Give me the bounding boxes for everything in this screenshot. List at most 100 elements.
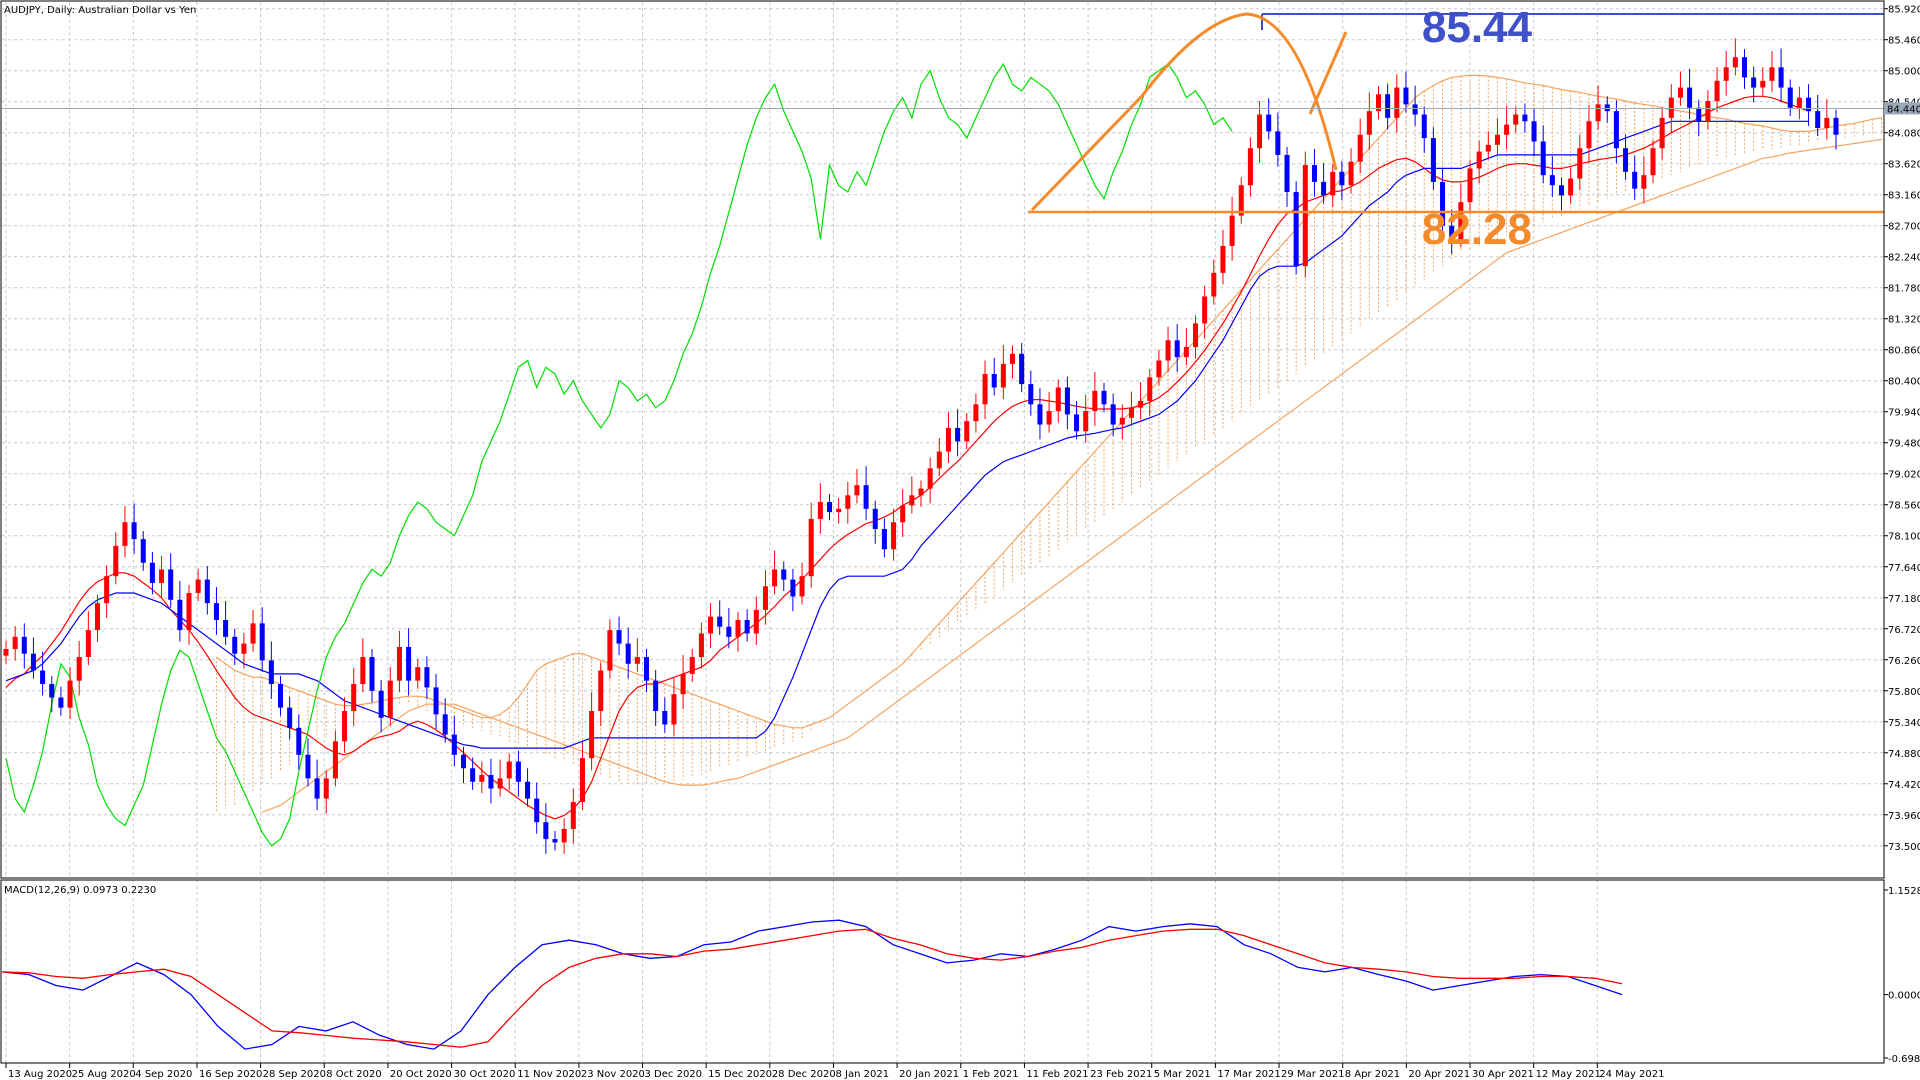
price-tick-label: 74.420: [1888, 780, 1920, 791]
date-tick-label: 8 Apr 2021: [1345, 1069, 1400, 1080]
candle-body: [1394, 87, 1400, 118]
date-tick-label: 1 Feb 2021: [963, 1069, 1019, 1080]
candle-body: [726, 626, 732, 637]
candle-body: [433, 687, 439, 715]
price-axis: 85.92085.46085.00084.54084.08083.62083.1…: [1884, 5, 1920, 853]
macd-tick-label: -0.6985: [1888, 1054, 1920, 1065]
date-tick-label: 3 Dec 2020: [645, 1069, 703, 1080]
candle-body: [360, 657, 366, 685]
candle-body: [579, 758, 585, 802]
date-axis: 13 Aug 2020 25 Aug 2020 4 Sep 2020 16 Sep 2…: [5, 1063, 1665, 1080]
price-tick-label: 75.340: [1888, 718, 1920, 729]
candle-body: [159, 569, 165, 583]
candle-body: [1796, 97, 1802, 108]
candle-body: [1824, 117, 1830, 128]
candle-body: [1055, 387, 1061, 412]
candles: [3, 38, 1839, 854]
candle-body: [927, 468, 933, 489]
price-tick-label: 85.460: [1888, 36, 1920, 47]
candle-body: [369, 657, 375, 691]
candle-body: [1769, 67, 1775, 81]
candle-body: [1412, 104, 1418, 115]
candle-body: [982, 373, 988, 405]
candle-body: [698, 633, 704, 658]
candle-body: [1119, 417, 1125, 425]
candle-body: [735, 619, 741, 637]
candle-body: [479, 775, 485, 782]
price-tick-label: 85.000: [1888, 67, 1920, 78]
candle-body: [30, 653, 36, 671]
date-tick-label: 25 Aug 2020: [72, 1069, 136, 1080]
candle-body: [1366, 111, 1372, 135]
candle-body: [1568, 178, 1574, 196]
candle-body: [1247, 148, 1253, 186]
candle-body: [149, 562, 155, 583]
candle-body: [955, 427, 961, 442]
date-tick-label: 30 Oct 2020: [454, 1069, 516, 1080]
support-label: 82.28: [1422, 205, 1532, 254]
candle-body: [424, 667, 430, 688]
candle-body: [1037, 404, 1043, 425]
date-tick-label: 13 Aug 2020: [8, 1069, 72, 1080]
price-tick-label: 82.700: [1888, 222, 1920, 233]
head-arc: [1030, 12, 1338, 212]
candle-body: [845, 495, 851, 509]
candle-body: [1659, 117, 1665, 149]
candle-body: [1522, 114, 1528, 122]
candle-body: [1156, 360, 1162, 378]
date-tick-label: 12 May 2021: [1536, 1069, 1601, 1080]
price-tick-label: 85.920: [1888, 5, 1920, 16]
candle-body: [232, 636, 238, 654]
candle-body: [1211, 272, 1217, 297]
candle-body: [387, 680, 393, 718]
date-tick-label: 17 Mar 2021: [1217, 1069, 1280, 1080]
candle-body: [1741, 57, 1748, 78]
candle-body: [223, 619, 229, 637]
candle-body: [881, 529, 887, 550]
price-tick-label: 79.940: [1888, 408, 1920, 419]
candle-body: [1174, 340, 1180, 358]
price-tick-label: 77.180: [1888, 594, 1920, 605]
candle-body: [460, 754, 467, 769]
date-tick-label: 20 Jan 2021: [899, 1069, 959, 1080]
candle-body: [1147, 377, 1153, 401]
candle-body: [1321, 181, 1327, 196]
price-tick-label: 76.720: [1888, 625, 1920, 636]
candle-body: [1128, 407, 1134, 418]
candle-body: [854, 485, 860, 496]
date-tick-label: 20 Oct 2020: [390, 1069, 452, 1080]
candle-body: [1257, 114, 1263, 149]
kijun-sen-line: [5, 120, 1809, 749]
candle-body: [762, 586, 768, 610]
candle-body: [277, 684, 284, 708]
candle-body: [250, 623, 256, 644]
candle-body: [964, 421, 970, 442]
candle-body: [1375, 94, 1382, 112]
candle-body: [213, 603, 219, 620]
candle-body: [1009, 353, 1016, 364]
candle-body: [58, 697, 64, 708]
candle-body: [268, 660, 274, 685]
chikou-span-line: [5, 62, 1233, 847]
candle-body: [1595, 104, 1601, 122]
candle-body: [1110, 404, 1116, 425]
candle-body: [1604, 104, 1610, 112]
candle-body: [570, 801, 576, 829]
date-tick-label: 24 May 2021: [1599, 1069, 1664, 1080]
price-tick-label: 83.160: [1888, 191, 1920, 202]
candle-body: [589, 710, 595, 759]
candle-body: [1440, 181, 1446, 226]
candle-body: [891, 522, 897, 550]
window-title: AUDJPY, Daily: Australian Dollar vs Yen: [4, 5, 196, 16]
candle-body: [525, 781, 531, 799]
candle-body: [1138, 400, 1144, 408]
candle-body: [287, 707, 293, 728]
date-tick-label: 29 Mar 2021: [1281, 1069, 1344, 1080]
candle-body: [470, 768, 476, 782]
candle-body: [534, 798, 540, 823]
price-tick-label: 77.640: [1888, 563, 1920, 574]
candle-body: [653, 680, 659, 711]
price-tick-label: 73.500: [1888, 842, 1920, 853]
candle-body: [1714, 80, 1720, 102]
